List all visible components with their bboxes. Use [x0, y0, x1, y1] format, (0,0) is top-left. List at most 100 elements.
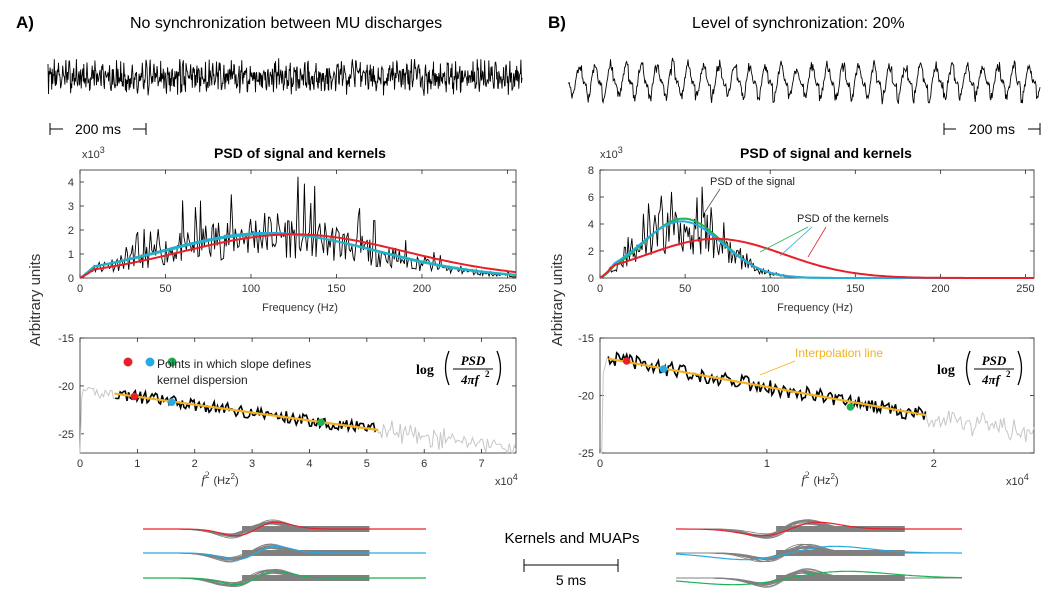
x-tick-label: 50: [679, 283, 691, 295]
psd-a-ymult: x103: [82, 145, 105, 161]
psd-a-chart: 0 50 100 150 200 250 0 1 2 3 4: [68, 169, 517, 295]
kernel-trace: [143, 545, 426, 561]
muap-band: [242, 575, 370, 581]
x-tick-label: 0: [77, 458, 83, 470]
kernel-trace: [143, 521, 426, 537]
log_a-signal-curve: [115, 388, 378, 434]
x-tick-label: 2: [931, 458, 937, 470]
muap-trace: [676, 546, 962, 560]
x-tick-label: 4: [306, 458, 312, 470]
scalebar-a-label: 200 ms: [75, 121, 121, 137]
x-tick-label: 150: [327, 283, 345, 295]
x-tick-label: 2: [192, 458, 198, 470]
x-tick-label: 7: [479, 458, 485, 470]
x-tick-label: 250: [498, 283, 516, 295]
svg-text:log: log: [416, 363, 434, 378]
log-b-xmult: x104: [1006, 472, 1029, 488]
psd-b-chart: 0 50 100 150 200 250 0 2 4 6 8: [588, 165, 1035, 295]
muap-band: [776, 550, 905, 556]
log_b-signal-curve: [607, 351, 927, 421]
x-tick-label: 250: [1016, 283, 1034, 295]
log-a-chart: 0 1 2 3 4 5 6 7 -15 -20 -25: [58, 333, 517, 470]
y-tick-label: 4: [588, 219, 594, 231]
psd-b-title: PSD of signal and kernels: [740, 145, 912, 161]
log-b-xlabel: f2 (Hz2): [801, 470, 838, 487]
panel-b-letter: B): [548, 13, 566, 32]
points-annotation-line1: Points in which slope defines: [157, 357, 311, 371]
log_b-fit-line: [608, 357, 926, 417]
ylabel-b: Arbitrary units: [549, 254, 566, 347]
muap-band: [776, 526, 905, 532]
svg-text:PSD: PSD: [461, 353, 486, 368]
psd-a-title: PSD of signal and kernels: [214, 145, 386, 161]
y-tick-label: 0: [588, 273, 594, 285]
kernels-and-muaps: [143, 519, 962, 588]
y-tick-label: 2: [68, 225, 74, 237]
points-annotation-line2: kernel dispersion: [157, 373, 248, 387]
y-tick-label: 8: [588, 165, 594, 177]
annotation-leaders: [704, 188, 827, 376]
kernel-trace: [676, 521, 962, 537]
log_a-fit-line: [114, 392, 379, 432]
log_b-point-1: [659, 365, 668, 373]
y-tick-label: -15: [578, 333, 594, 345]
muap-band: [776, 575, 905, 581]
y-tick-label: -25: [578, 448, 594, 460]
x-tick-label: 6: [421, 458, 427, 470]
kernel-trace: [143, 570, 426, 586]
psd-b-xlabel: Frequency (Hz): [777, 302, 853, 314]
y-tick-label: 2: [588, 246, 594, 258]
psd_a-series-3: [79, 233, 517, 279]
log-a-xlabel: f2 (Hz2): [201, 470, 238, 487]
interp-annotation: Interpolation line: [795, 346, 883, 360]
x-tick-label: 150: [846, 283, 864, 295]
x-tick-label: 200: [931, 283, 949, 295]
kernel-trace: [675, 570, 962, 586]
x-tick-label: 200: [413, 283, 431, 295]
psd-signal-annotation: PSD of the signal: [710, 176, 795, 188]
log-formula-a: log PSD 4πf 2: [416, 350, 502, 387]
svg-text:4πf: 4πf: [460, 372, 481, 387]
x-tick-label: 5: [364, 458, 370, 470]
y-tick-label: 6: [588, 192, 594, 204]
psd-a-xlabel: Frequency (Hz): [262, 302, 338, 314]
x-tick-label: 3: [249, 458, 255, 470]
y-tick-label: -20: [58, 381, 74, 393]
y-tick-label: 4: [68, 177, 74, 189]
x-tick-label: 50: [159, 283, 171, 295]
panel-a-letter: A): [16, 13, 34, 32]
y-tick-label: -25: [58, 429, 74, 441]
y-tick-label: 0: [68, 273, 74, 285]
log-b-chart: 0 1 2 -15 -20 -25: [578, 333, 1035, 470]
svg-text:2: 2: [1006, 369, 1011, 379]
y-tick-label: 1: [68, 249, 74, 261]
scalebar-b: [943, 123, 1041, 135]
muap-band: [242, 550, 370, 556]
x-tick-label: 0: [597, 458, 603, 470]
log_a-point-0: [130, 392, 139, 401]
x-tick-label: 1: [764, 458, 770, 470]
log_b-point-2: [846, 403, 855, 411]
log_a-frame: [79, 337, 517, 454]
x-tick-label: 1: [134, 458, 140, 470]
log_b-point-0: [622, 357, 631, 365]
emg-trace-a: [47, 58, 523, 96]
point-legend-dot-0: [123, 357, 133, 367]
log_a-point-1: [167, 398, 176, 407]
svg-text:PSD: PSD: [982, 353, 1007, 368]
point-legend-dot-2: [167, 357, 177, 367]
scalebar-5ms: [523, 559, 619, 572]
svg-text:4πf: 4πf: [981, 372, 1002, 387]
y-tick-label: -20: [578, 391, 594, 403]
log-a-xmult: x104: [495, 472, 518, 488]
psd_b-series-3: [599, 237, 1034, 279]
muap-band: [242, 526, 370, 532]
y-tick-label: 3: [68, 201, 74, 213]
psd_a-frame: [79, 169, 517, 279]
x-tick-label: 0: [77, 283, 83, 295]
scalebar-b-label: 200 ms: [969, 121, 1015, 137]
panel-b-title: Level of synchronization: 20%: [692, 15, 905, 32]
log-formula-b: log PSD 4πf 2: [937, 350, 1023, 387]
ylabel-a: Arbitrary units: [27, 254, 44, 347]
